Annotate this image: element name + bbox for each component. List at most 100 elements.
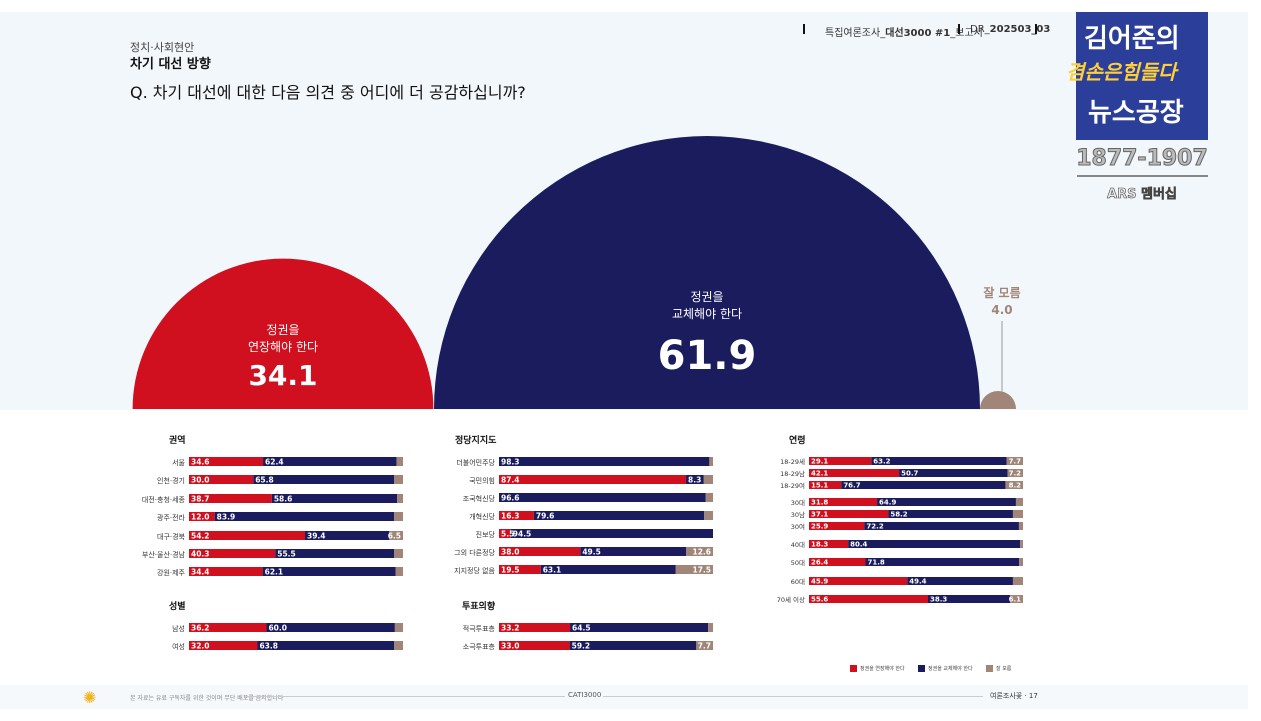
value-extend: 40.3 <box>191 550 210 559</box>
bar-unknown <box>394 475 403 484</box>
bar-replace <box>533 511 705 520</box>
bar-extend <box>809 498 878 506</box>
row-label: 개혁신당 <box>469 512 495 521</box>
bar-unknown <box>1006 457 1023 465</box>
value-extend: 31.8 <box>811 499 828 507</box>
bar-extend <box>499 565 541 574</box>
group-title: 성별 <box>169 600 186 612</box>
bar-replace <box>253 475 395 484</box>
bar-replace <box>499 457 710 466</box>
bar-extend <box>809 558 866 566</box>
bar-unknown <box>1007 469 1023 477</box>
row-label: 인천·경기 <box>157 476 185 485</box>
bar-extend <box>189 475 254 484</box>
value-replace: 63.1 <box>543 566 562 575</box>
value-unknown: 12.6 <box>692 548 711 557</box>
value-extend: 33.2 <box>501 624 520 633</box>
value-replace: 39.4 <box>307 532 326 541</box>
value-extend: 30.0 <box>191 476 210 485</box>
bar-extend <box>189 531 305 540</box>
row-label: 부산·울산·경남 <box>142 550 186 559</box>
bar-unknown <box>675 565 713 574</box>
bubble-label: 정권을 <box>690 290 723 304</box>
bar-unknown <box>709 457 713 466</box>
bubble-value: 61.9 <box>658 333 757 379</box>
ars-membership: ARS 멤버십 <box>1107 187 1177 203</box>
bar-unknown <box>394 623 403 632</box>
bar-replace <box>899 469 1008 477</box>
group-title: 권역 <box>169 434 186 446</box>
header-divider <box>1035 24 1037 34</box>
footer-band <box>0 685 1248 709</box>
phone-underline <box>1077 175 1208 177</box>
value-replace: 63.8 <box>259 642 278 651</box>
row-label: 광주·전라 <box>157 513 186 522</box>
bubble-label: 연장해야 한다 <box>248 340 318 354</box>
question-text: Q. 차기 대선에 대한 다음 의견 중 어디에 더 공감하십니까? <box>130 83 526 102</box>
group-title: 투표의향 <box>462 600 496 612</box>
row-label: 진보당 <box>476 530 496 539</box>
value-replace: 65.8 <box>255 476 274 485</box>
value-replace: 64.9 <box>879 499 896 507</box>
row-label: 적극투표층 <box>463 624 496 633</box>
bar-unknown <box>704 511 713 520</box>
bar-unknown <box>703 475 713 484</box>
bar-replace <box>871 457 1007 465</box>
bar-unknown <box>394 512 403 521</box>
bar-extend <box>809 595 928 603</box>
value-replace: 49.4 <box>909 578 926 586</box>
bar-replace <box>570 623 709 632</box>
bar-replace <box>214 512 395 521</box>
bubble-label: 교체해야 한다 <box>672 307 742 321</box>
bar-extend <box>189 457 264 466</box>
value-unknown: 7.7 <box>1009 458 1022 466</box>
bar-unknown <box>396 457 403 466</box>
bar-replace <box>877 498 1016 506</box>
value-replace: 64.5 <box>572 624 591 633</box>
bar-replace <box>865 558 1020 566</box>
value-extend: 54.2 <box>191 532 210 541</box>
bar-extend <box>809 457 872 465</box>
bar-replace <box>271 494 398 503</box>
bar-replace <box>841 481 1006 489</box>
value-replace: 38.3 <box>930 596 947 604</box>
bar-replace <box>499 493 706 502</box>
value-replace: 96.6 <box>501 494 520 503</box>
row-label: 70세 이상 <box>777 595 805 604</box>
bar-extend <box>499 529 511 538</box>
value-extend: 45.9 <box>811 578 828 586</box>
row-label: 대전·충청·세종 <box>142 495 186 504</box>
value-replace: 72.2 <box>866 523 883 531</box>
value-replace: 63.2 <box>873 458 890 466</box>
row-label: 더불어민주당 <box>456 458 495 467</box>
value-extend: 34.6 <box>191 458 210 467</box>
value-extend: 12.0 <box>191 513 210 522</box>
value-replace: 49.5 <box>582 548 601 557</box>
value-replace: 76.7 <box>843 482 860 490</box>
legend-label-extend: 정권을 연장해야 한다 <box>860 666 905 672</box>
bar-replace <box>266 623 395 632</box>
bar-extend <box>189 549 276 558</box>
bar-extend <box>499 623 571 632</box>
bar-unknown <box>1020 540 1023 548</box>
value-extend: 42.1 <box>811 470 828 478</box>
value-replace: 58.2 <box>890 511 907 519</box>
bubble-2 <box>980 391 1016 409</box>
bar-extend <box>499 511 534 520</box>
news-factory-logo: 김어준의 겸손은힘들다 뉴스공장 <box>1066 12 1208 140</box>
row-label: 여성 <box>172 642 185 651</box>
row-label: 서울 <box>172 458 185 467</box>
value-extend: 33.0 <box>501 642 520 651</box>
row-label: 30여 <box>791 522 805 531</box>
value-unknown: 6.5 <box>388 532 401 541</box>
value-extend: 37.1 <box>811 511 828 519</box>
row-label: 50대 <box>791 559 805 567</box>
value-extend: 38.7 <box>191 495 210 504</box>
row-label: 그외 다른정당 <box>454 548 495 557</box>
bar-extend <box>189 494 272 503</box>
logo-line-3: 뉴스공장 <box>1088 98 1184 128</box>
value-replace: 50.7 <box>901 470 918 478</box>
legend-label-replace: 정권을 교체해야 한다 <box>928 666 973 672</box>
value-replace: 80.4 <box>850 541 867 549</box>
